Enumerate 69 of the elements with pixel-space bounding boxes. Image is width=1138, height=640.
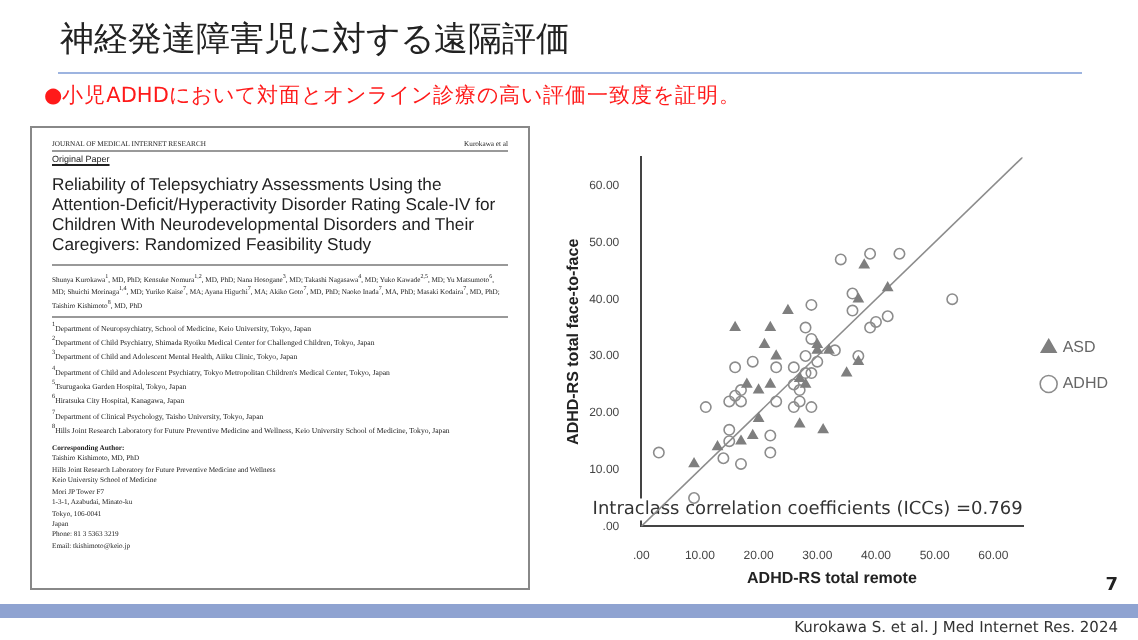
point: [764, 429, 777, 442]
point: [787, 361, 800, 374]
point: [746, 355, 759, 368]
point: [846, 287, 859, 300]
point: [765, 321, 776, 331]
point: [799, 367, 812, 380]
point: [688, 457, 700, 468]
point: [858, 259, 870, 269]
point: [794, 418, 805, 428]
point: [734, 395, 747, 408]
point: [805, 332, 818, 345]
point: [946, 293, 959, 306]
point: [817, 423, 829, 434]
legend-label: ADHD: [1062, 374, 1109, 393]
point: [805, 298, 818, 311]
point: [699, 401, 712, 414]
point: [723, 423, 736, 436]
point: [853, 355, 864, 366]
point: [893, 247, 906, 260]
point: [747, 429, 759, 439]
point: [741, 378, 753, 388]
point: [735, 435, 747, 445]
point: [717, 452, 730, 465]
point: [729, 389, 742, 402]
point: [799, 321, 812, 334]
point: [841, 367, 852, 377]
point: [823, 344, 835, 354]
point: [723, 435, 736, 448]
point: [811, 355, 824, 368]
point: [770, 361, 783, 374]
point: [787, 378, 800, 391]
text: 神経発達障害児に対する遠隔評価: [60, 18, 570, 62]
point: [729, 361, 742, 374]
point: [787, 401, 800, 414]
point: [764, 446, 777, 459]
text: 7: [1105, 576, 1118, 596]
legend-label: ASD: [1062, 338, 1097, 357]
point: [805, 401, 818, 414]
point: [759, 338, 770, 349]
point: [846, 304, 859, 317]
y-axis-title: ADHD-RS total face-to-face: [564, 237, 583, 445]
point: [782, 304, 794, 314]
point: [723, 395, 736, 408]
text: ●小児ADHDにおいて対面とオンライン診療の高い評価一致度を証明。: [44, 82, 741, 110]
point: [881, 310, 894, 323]
point: [793, 395, 806, 408]
point: [799, 350, 812, 362]
point: [765, 378, 776, 388]
point: [805, 367, 818, 380]
point: [853, 293, 864, 303]
point: [793, 384, 806, 397]
point: [800, 378, 811, 388]
point: [729, 321, 741, 331]
x-axis-title: ADHD-RS total remote: [747, 568, 918, 587]
point: [828, 344, 841, 357]
point: [652, 446, 665, 459]
point: [712, 440, 723, 451]
point: [882, 281, 893, 292]
point: [753, 412, 764, 422]
point: [734, 457, 747, 470]
point: [734, 384, 747, 397]
point: [864, 321, 877, 334]
point: [834, 253, 847, 266]
point: [869, 315, 882, 328]
point: [794, 372, 805, 383]
point: [770, 350, 782, 360]
point: [770, 395, 783, 408]
point: [753, 384, 764, 394]
point: [864, 247, 877, 260]
